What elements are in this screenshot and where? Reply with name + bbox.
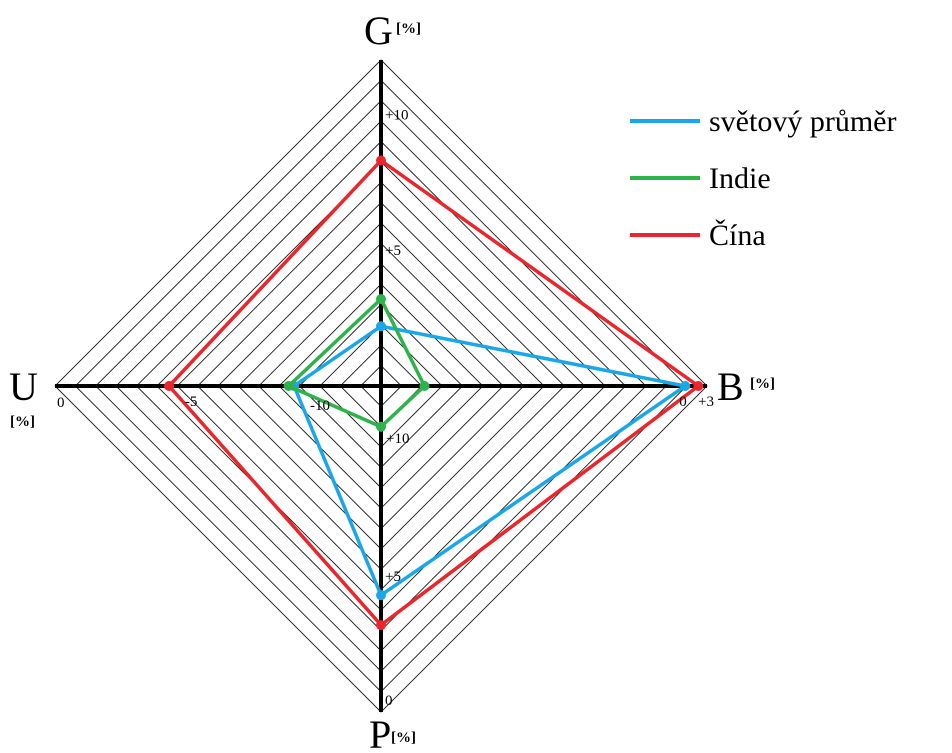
series-point [376,620,386,631]
series-point [376,590,386,601]
series-point [419,381,430,391]
axis-unit-g: [%] [396,21,421,37]
legend: světový průměr Indie Čína [630,105,896,252]
tick-label-g: +5 [385,243,401,259]
tick-label-p: +5 [385,569,401,585]
series-point [376,421,386,432]
tick-label-b: 0 [679,394,687,410]
legend-label: světový průměr [709,105,896,138]
tick-label-p: 0 [385,693,393,709]
series-point [283,381,294,391]
axes [55,60,707,712]
series-point [164,381,175,391]
axis-unit-u: [%] [10,414,35,430]
tick-label-u: -5 [185,394,198,410]
axis-unit-b: [%] [750,376,775,392]
legend-label: Indie [709,162,771,195]
series-point [680,381,691,391]
axis-label-u: U [9,364,38,409]
tick-label-u: 0 [57,395,65,411]
series-point [693,381,704,391]
axis-labels: G [%]+10+5B [%]0 +3P [%]+50+10U[%]-50 -10 [9,8,775,753]
series-group [164,155,704,631]
tick-label-b: +3 [698,394,714,410]
tick-label-p: +10 [386,431,409,447]
tick-label-u: -10 [310,398,330,414]
axis-unit-p: [%] [391,730,416,746]
series-line [285,296,427,429]
series-point [376,294,386,305]
axis-label-b: B [717,364,744,409]
tick-label-g: +10 [385,107,408,123]
series-point [376,155,386,166]
series-point [376,321,386,332]
axis-label-p: P [369,712,391,753]
legend-label: Čína [709,219,766,252]
axis-label-g: G [364,8,393,53]
